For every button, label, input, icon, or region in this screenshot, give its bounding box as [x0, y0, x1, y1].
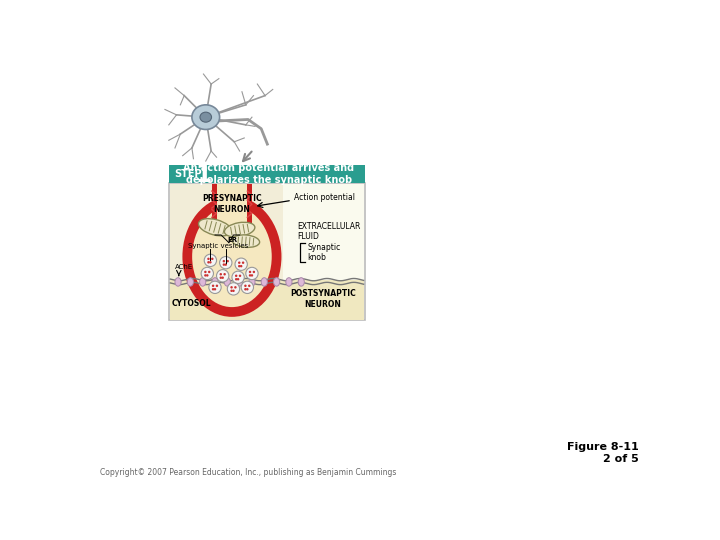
Circle shape	[251, 274, 253, 276]
Text: ER: ER	[228, 237, 238, 242]
Ellipse shape	[200, 112, 212, 122]
Ellipse shape	[224, 278, 230, 286]
Text: Figure 8-11
2 of 5: Figure 8-11 2 of 5	[567, 442, 639, 464]
FancyBboxPatch shape	[170, 184, 364, 320]
Ellipse shape	[225, 222, 255, 237]
Circle shape	[237, 278, 239, 280]
Circle shape	[207, 261, 210, 264]
Circle shape	[233, 289, 235, 292]
Circle shape	[235, 278, 238, 280]
Ellipse shape	[212, 278, 218, 286]
Circle shape	[249, 274, 251, 276]
Circle shape	[228, 283, 240, 295]
Ellipse shape	[187, 278, 194, 286]
Circle shape	[212, 285, 215, 287]
Ellipse shape	[274, 278, 279, 286]
Circle shape	[225, 264, 227, 266]
Circle shape	[222, 260, 225, 262]
Ellipse shape	[298, 278, 305, 286]
FancyBboxPatch shape	[217, 184, 248, 219]
Ellipse shape	[261, 278, 267, 286]
Circle shape	[234, 286, 237, 288]
Circle shape	[248, 285, 251, 287]
Text: 1: 1	[196, 163, 212, 187]
FancyBboxPatch shape	[168, 165, 365, 184]
Ellipse shape	[199, 278, 206, 286]
Circle shape	[217, 269, 229, 282]
Circle shape	[239, 274, 241, 277]
Circle shape	[216, 285, 218, 287]
FancyBboxPatch shape	[170, 280, 364, 320]
Circle shape	[242, 261, 244, 264]
Circle shape	[209, 281, 221, 294]
Circle shape	[246, 267, 258, 280]
Circle shape	[235, 274, 238, 277]
Text: AChE: AChE	[175, 264, 193, 269]
Circle shape	[222, 264, 225, 266]
Ellipse shape	[249, 278, 255, 286]
Text: EXTRACELLULAR
FLUID: EXTRACELLULAR FLUID	[297, 222, 361, 241]
Text: CYTOSOL: CYTOSOL	[172, 299, 212, 308]
Circle shape	[238, 261, 240, 264]
Circle shape	[204, 271, 207, 273]
Circle shape	[220, 273, 222, 275]
Text: Synaptic
knob: Synaptic knob	[307, 243, 341, 262]
Text: Action potential: Action potential	[294, 193, 354, 202]
Circle shape	[241, 281, 253, 294]
Circle shape	[223, 273, 226, 275]
Circle shape	[209, 261, 212, 264]
Circle shape	[240, 265, 243, 267]
Text: An action potential arrives and
depolarizes the synaptic knob: An action potential arrives and depolari…	[184, 163, 354, 185]
Ellipse shape	[175, 278, 181, 286]
Circle shape	[232, 271, 244, 284]
Ellipse shape	[192, 105, 220, 130]
Text: POSTSYNAPTIC
NEURON: POSTSYNAPTIC NEURON	[290, 289, 356, 308]
FancyBboxPatch shape	[217, 184, 248, 231]
FancyBboxPatch shape	[248, 184, 252, 231]
Circle shape	[204, 274, 207, 276]
Text: Synaptic vesicles: Synaptic vesicles	[188, 243, 248, 249]
FancyBboxPatch shape	[283, 184, 364, 320]
Circle shape	[204, 254, 217, 267]
Circle shape	[207, 258, 210, 260]
Circle shape	[222, 276, 224, 279]
Circle shape	[238, 265, 240, 267]
Circle shape	[249, 271, 251, 273]
FancyBboxPatch shape	[212, 184, 217, 231]
Circle shape	[211, 258, 214, 260]
Circle shape	[212, 288, 215, 291]
Circle shape	[246, 288, 248, 291]
Ellipse shape	[286, 278, 292, 286]
Circle shape	[214, 288, 216, 291]
Circle shape	[230, 286, 233, 288]
Circle shape	[230, 289, 233, 292]
Circle shape	[206, 274, 209, 276]
Text: PRESYNAPTIC
NEURON: PRESYNAPTIC NEURON	[202, 194, 262, 213]
Circle shape	[227, 260, 229, 262]
Circle shape	[201, 267, 213, 280]
Ellipse shape	[232, 235, 260, 247]
Circle shape	[220, 276, 222, 279]
Circle shape	[244, 285, 247, 287]
Circle shape	[220, 256, 232, 269]
Circle shape	[253, 271, 255, 273]
Circle shape	[235, 258, 248, 271]
Text: Copyright© 2007 Pearson Education, Inc., publishing as Benjamin Cummings: Copyright© 2007 Pearson Education, Inc.,…	[99, 468, 396, 477]
FancyBboxPatch shape	[168, 184, 365, 320]
Circle shape	[208, 271, 210, 273]
Text: STEP: STEP	[174, 169, 202, 179]
Ellipse shape	[187, 201, 276, 312]
Circle shape	[244, 288, 247, 291]
Ellipse shape	[237, 278, 243, 286]
Ellipse shape	[199, 219, 232, 236]
